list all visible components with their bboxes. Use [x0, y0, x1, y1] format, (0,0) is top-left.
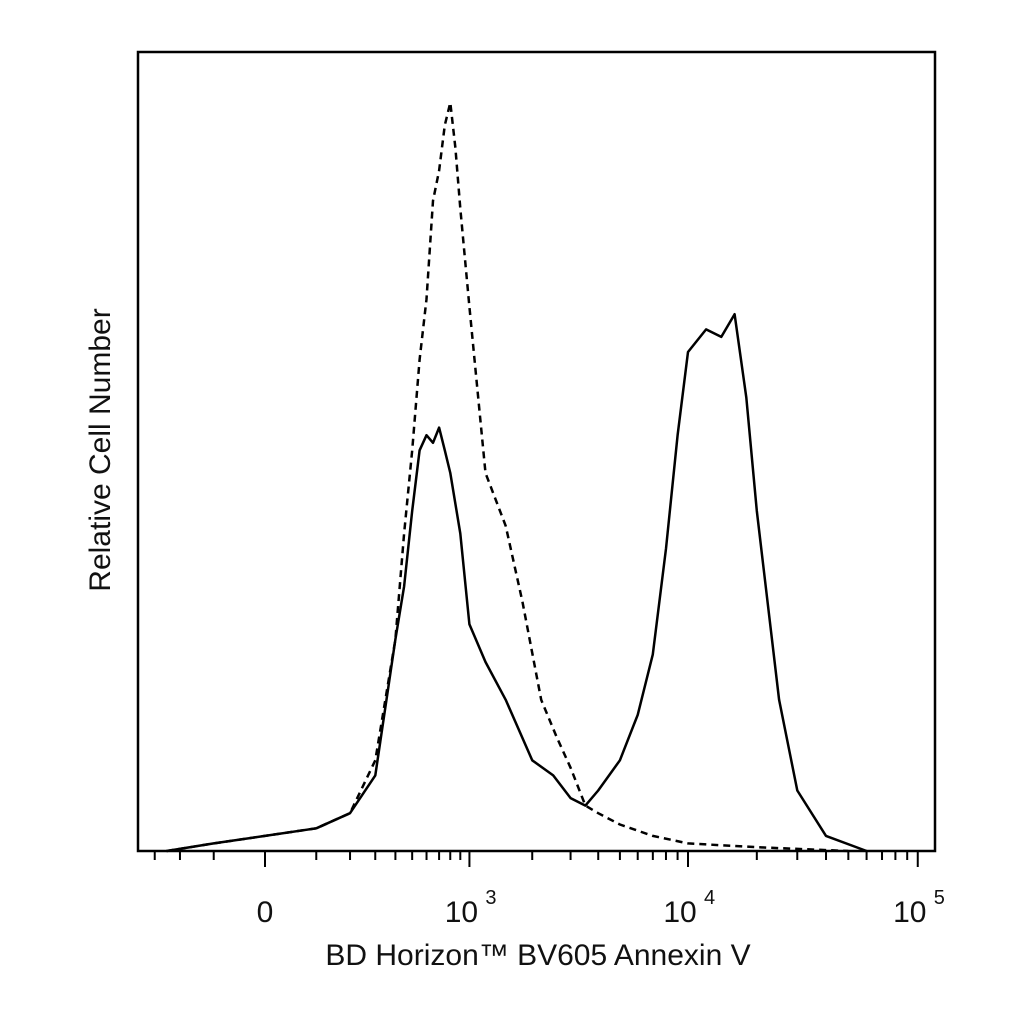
x-tick-label: 0: [257, 896, 274, 929]
x-tick-label: 10: [663, 896, 696, 929]
series-line-solid: [166, 312, 868, 853]
x-tick-label: 10: [893, 896, 926, 929]
x-tick-label-exponent: 4: [704, 887, 715, 909]
x-axis-tick-labels: 0 10 3 10 4 10 5: [257, 887, 945, 929]
series-line-dashed: [166, 101, 849, 853]
plot-frame: [136, 50, 937, 853]
x-axis-ticks: [153, 851, 919, 867]
x-tick-label-exponent: 3: [485, 887, 496, 909]
x-axis-title: BD Horizon™ BV605 Annexin V: [325, 939, 750, 972]
y-axis-title: Relative Cell Number: [84, 308, 117, 591]
x-tick-label-exponent: 5: [934, 887, 945, 909]
series-layer: [166, 101, 868, 853]
x-tick-label: 10: [445, 896, 478, 929]
